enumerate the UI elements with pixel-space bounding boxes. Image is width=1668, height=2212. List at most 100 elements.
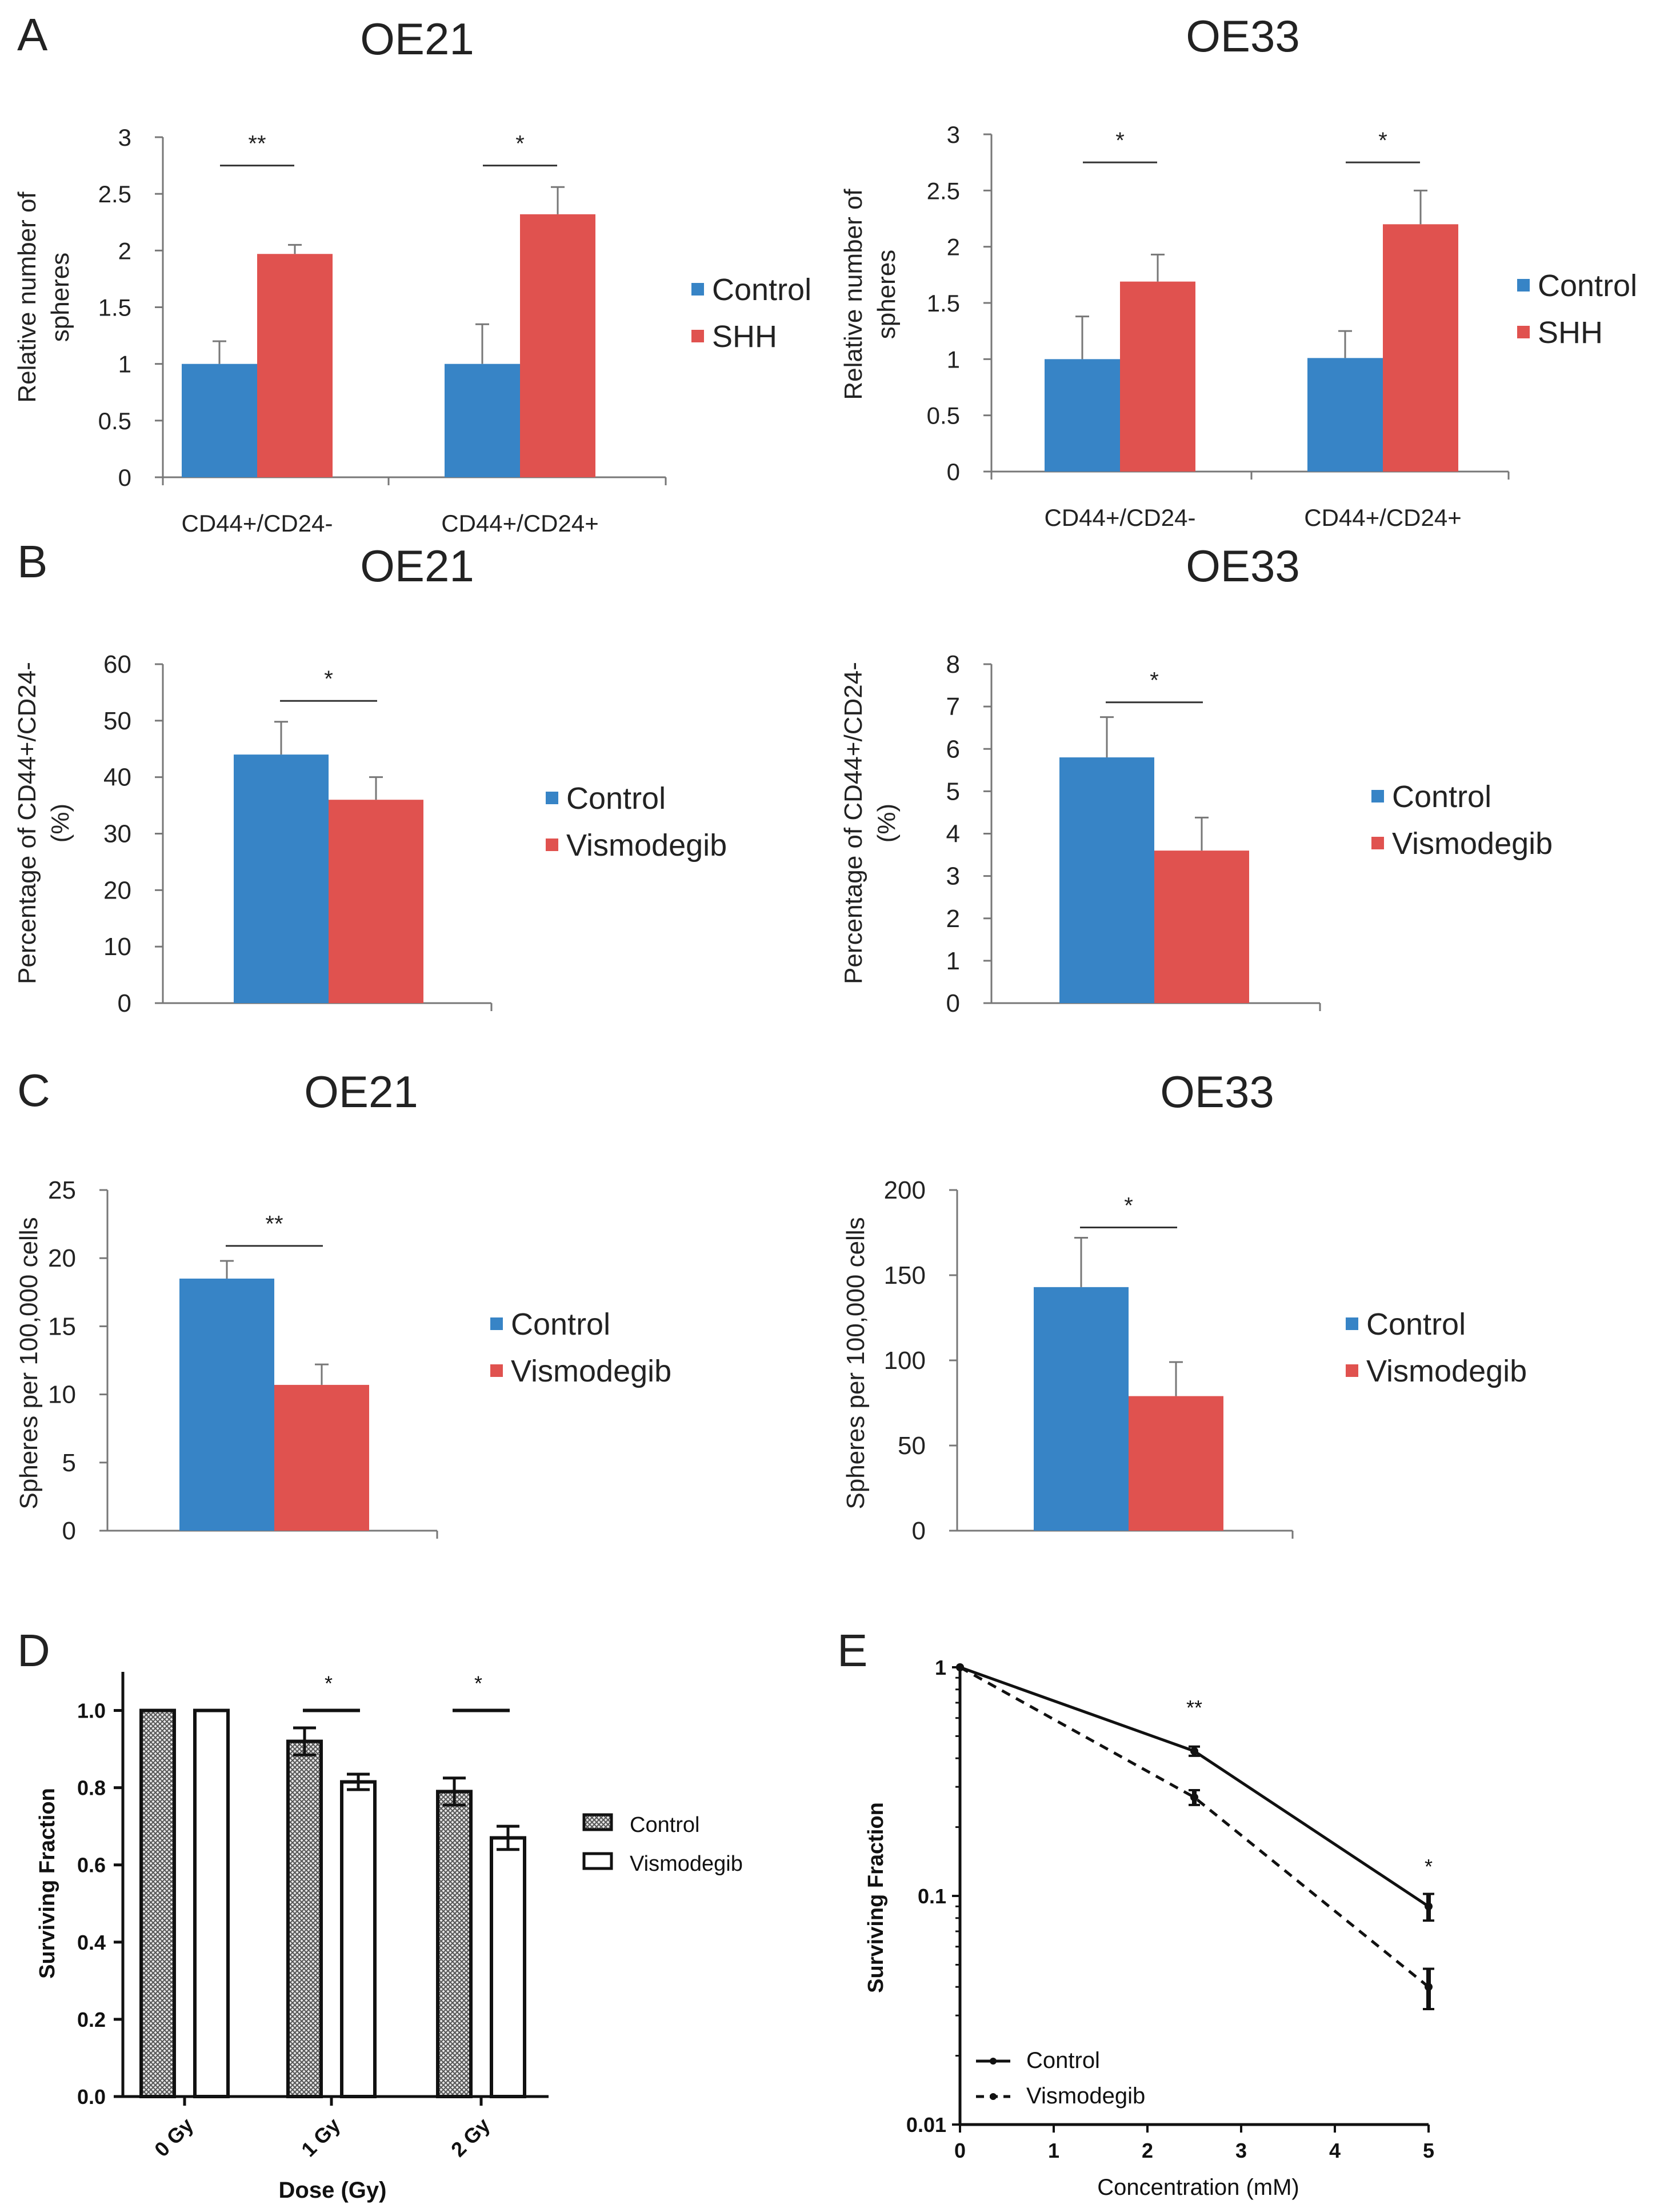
- chart-c2-bar-vismodegib: [1129, 1396, 1223, 1531]
- chart-b2-ytick-label: 5: [946, 777, 960, 805]
- chart-c1-ytick-label: 15: [48, 1312, 76, 1340]
- chart-b1-ytick-label: 40: [103, 764, 131, 792]
- chart-e-significance-label: *: [1425, 1855, 1433, 1878]
- chart-b2-ytick-label: 7: [946, 693, 960, 721]
- chart-e-ytick-label: 1: [935, 1656, 946, 1679]
- chart-b1-ylabel: (%): [46, 804, 74, 843]
- chart-d-xlabel: Dose (Gy): [279, 2178, 387, 2203]
- chart-a1-ylabel: Relative number of: [13, 191, 41, 403]
- chart-d-bar-vismodegib: [490, 1836, 526, 2099]
- chart-e-xtick-label: 2: [1142, 2139, 1153, 2162]
- chart-c1-ytick-label: 0: [62, 1517, 76, 1545]
- chart-c1-bar-control: [179, 1278, 274, 1531]
- chart-b2-ytick-label: 0: [946, 989, 960, 1017]
- chart-d-legend-swatch: [582, 1813, 613, 1831]
- chart-b2-legend-label: Vismodegib: [1392, 826, 1553, 861]
- chart-a2-ytick-label: 2.5: [927, 177, 960, 204]
- chart-b2-legend-swatch: [1371, 790, 1384, 802]
- chart-a1-legend-swatch: [691, 283, 704, 296]
- chart-d-ylabel: Surviving Fraction: [35, 1788, 59, 1979]
- chart-e-legend-label: Vismodegib: [1026, 2083, 1145, 2109]
- chart-d-ytick-label: 1.0: [77, 1699, 106, 1723]
- chart-c1-significance-label: **: [265, 1212, 283, 1237]
- chart-a1-ytick-label: 1.5: [98, 294, 131, 321]
- chart-e-legend-label: Control: [1026, 2048, 1100, 2073]
- chart-c1-legend-label: Vismodegib: [511, 1354, 671, 1388]
- chart-d-ytick-label: 0.2: [77, 2008, 106, 2031]
- chart-b2-ytick-label: 8: [946, 650, 960, 678]
- chart-a2-bar-shh: [1383, 224, 1458, 472]
- chart-a1: OE21 0 0.5 1 1.5 2 2.5 3 Relative number of spher…: [13, 14, 811, 537]
- chart-a2-category-label: CD44+/CD24-: [1045, 504, 1196, 531]
- chart-c2-ylabel: Spheres per 100,000 cells: [842, 1217, 870, 1509]
- chart-b1-legend-label: Vismodegib: [566, 828, 727, 863]
- chart-a2-bar-control: [1307, 358, 1383, 472]
- chart-a2-category-label: CD44+/CD24+: [1304, 504, 1461, 531]
- chart-c2: OE33 0 50 100 150 200 Spheres per 100,000 cell…: [842, 1067, 1527, 1545]
- chart-e-ytick-label: 0.1: [918, 1884, 946, 1908]
- chart-a1-legend-label: SHH: [712, 320, 777, 354]
- chart-a1-ytick-label: 2: [118, 237, 131, 264]
- panel-label-b: B: [17, 536, 47, 587]
- chart-a2-ytick-label: 0: [947, 458, 960, 485]
- chart-d-ytick-label: 0.6: [77, 1854, 106, 1877]
- chart-b2-ytick-label: 4: [946, 820, 960, 848]
- chart-b1-ytick-label: 30: [103, 820, 131, 848]
- chart-d-bar-control: [139, 1708, 176, 2098]
- chart-a2-bar-control: [1045, 359, 1120, 472]
- chart-e-xtick-label: 1: [1048, 2139, 1059, 2162]
- chart-b2-ytick-label: 1: [946, 947, 960, 975]
- chart-b1-ytick-label: 50: [103, 707, 131, 735]
- chart-d-bar-vismodegib: [193, 1708, 230, 2098]
- chart-a1-legend-label: Control: [712, 273, 811, 307]
- chart-c1-legend-swatch: [490, 1317, 503, 1330]
- chart-e-xtick-label: 3: [1235, 2139, 1247, 2162]
- panel-label-a: A: [17, 9, 48, 60]
- chart-a2-title: OE33: [1186, 11, 1299, 61]
- chart-c2-legend-label: Vismodegib: [1366, 1354, 1527, 1388]
- chart-a2-ytick-label: 2: [947, 234, 960, 261]
- panel-label-d: D: [17, 1625, 50, 1676]
- chart-b1-ytick-label: 60: [103, 650, 131, 678]
- chart-a1-legend-swatch: [691, 330, 704, 342]
- chart-b2-ytick-label: 3: [946, 863, 960, 891]
- chart-a2-significance-label: *: [1115, 128, 1125, 153]
- chart-b1-ytick-label: 0: [118, 989, 131, 1017]
- chart-c2-ytick-label: 100: [884, 1347, 926, 1375]
- chart-c1-bar-vismodegib: [274, 1384, 369, 1531]
- chart-b1-bar-control: [234, 754, 329, 1003]
- chart-a2-legend-swatch: [1517, 279, 1530, 292]
- chart-a2-legend-label: SHH: [1538, 316, 1603, 350]
- chart-c1-ylabel: Spheres per 100,000 cells: [15, 1217, 43, 1509]
- chart-b1-legend-label: Control: [566, 781, 666, 816]
- chart-b1-title: OE21: [360, 541, 474, 591]
- chart-b1-ytick-label: 20: [103, 876, 131, 904]
- chart-e-xlabel: Concentration (mM): [1097, 2175, 1299, 2200]
- chart-b1-legend-swatch: [546, 792, 558, 804]
- chart-b2-ylabel: (%): [873, 804, 901, 843]
- chart-e-point-vismodegib: [956, 1663, 964, 1671]
- chart-b1-ytick-label: 10: [103, 933, 131, 961]
- chart-c1-ytick-label: 5: [62, 1449, 76, 1477]
- chart-c2-legend-swatch: [1346, 1317, 1358, 1330]
- chart-e-ylabel: Surviving Fraction: [864, 1802, 888, 1993]
- chart-b2: OE33 0 1 2 3 4 5 6 7 8 Percentage of CD44+/CD24- (%…: [839, 541, 1553, 1017]
- chart-a2-bar-shh: [1120, 281, 1195, 472]
- chart-d-ytick-label: 0.4: [77, 1931, 106, 1954]
- chart-c1-title: OE21: [304, 1067, 418, 1117]
- chart-b2-title: OE33: [1186, 541, 1299, 591]
- chart-e-ytick-label: 0.01: [906, 2113, 946, 2137]
- chart-b2-ytick-label: 6: [946, 735, 960, 763]
- chart-c2-legend-swatch: [1346, 1364, 1358, 1377]
- chart-a2-ytick-label: 0.5: [927, 402, 960, 429]
- chart-a1-bar-shh: [257, 254, 333, 477]
- chart-a1-significance-label: *: [515, 131, 525, 157]
- chart-d-significance-label: *: [325, 1672, 333, 1695]
- chart-b2-legend-swatch: [1371, 837, 1384, 849]
- chart-b1-bar-vismodegib: [329, 800, 423, 1003]
- chart-d-legend-swatch: [582, 1852, 613, 1870]
- chart-c2-ytick-label: 0: [912, 1517, 926, 1545]
- chart-a2-ytick-label: 1: [947, 346, 960, 373]
- chart-a1-category-label: CD44+/CD24-: [182, 510, 333, 537]
